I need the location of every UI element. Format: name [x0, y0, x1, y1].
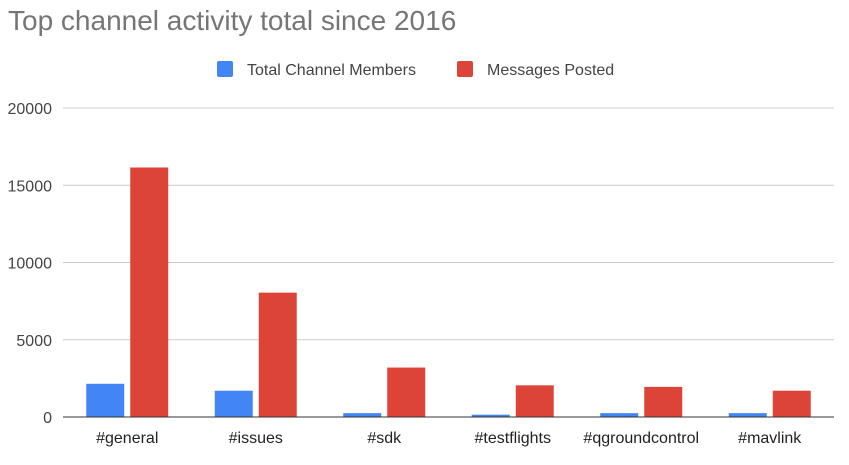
- bar-messages-general: [130, 167, 169, 417]
- bars: [86, 167, 811, 417]
- bar-messages-qgroundcontrol: [644, 386, 683, 417]
- legend-swatch-members: [217, 61, 233, 77]
- gridlines: [63, 107, 834, 341]
- bar-members-qgroundcontrol: [600, 413, 639, 417]
- bar-messages-testflights: [515, 385, 554, 417]
- chart-title: Top channel activity total since 2016: [8, 5, 456, 36]
- x-tick-label: #qgroundcontrol: [583, 430, 699, 447]
- y-axis-ticks: 0 5000 10000 15000 20000: [8, 101, 53, 427]
- bar-members-mavlink: [728, 413, 767, 417]
- bar-messages-issues: [258, 292, 297, 417]
- bar-members-sdk: [343, 413, 382, 417]
- x-tick-label: #mavlink: [738, 430, 802, 447]
- bar-members-testflights: [471, 414, 510, 417]
- legend-swatch-messages: [457, 61, 473, 77]
- legend-label-messages: Messages Posted: [487, 62, 614, 79]
- x-tick-label: #sdk: [367, 430, 402, 447]
- y-tick-label: 0: [43, 410, 52, 427]
- x-axis-labels: #general #issues #sdk #testflights #qgroundc…: [96, 430, 802, 447]
- y-tick-label: 5000: [16, 333, 52, 350]
- x-tick-label: #testflights: [475, 430, 551, 447]
- x-tick-label: #issues: [229, 430, 283, 447]
- x-tick-label: #general: [96, 430, 158, 447]
- legend: Total Channel Members Messages Posted: [217, 61, 614, 79]
- bar-members-issues: [214, 390, 253, 417]
- bar-messages-sdk: [387, 367, 426, 417]
- legend-label-members: Total Channel Members: [247, 62, 416, 79]
- y-tick-label: 15000: [8, 178, 53, 195]
- bar-members-general: [86, 383, 125, 417]
- y-tick-label: 20000: [8, 101, 53, 118]
- bar-messages-mavlink: [772, 390, 811, 417]
- y-tick-label: 10000: [8, 256, 53, 273]
